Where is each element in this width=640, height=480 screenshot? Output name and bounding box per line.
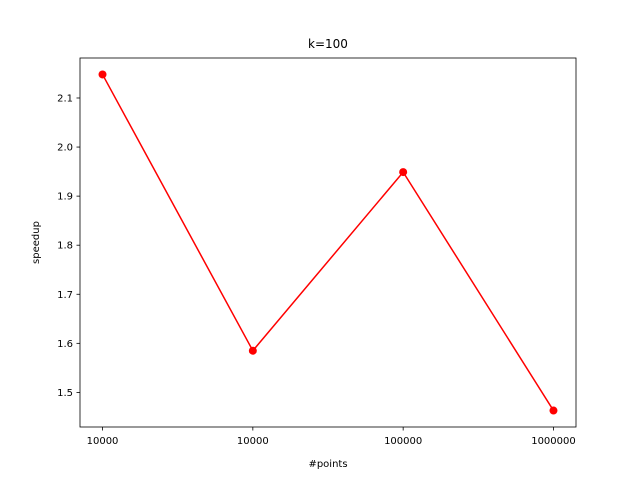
y-axis-ticks: 1.5 1.6 1.7 1.8 1.9 2.0 2.1 bbox=[57, 93, 80, 399]
plot-frame bbox=[79, 57, 577, 428]
x-axis-ticks: 10000 10000 100000 1000000 bbox=[87, 427, 576, 447]
data-point bbox=[399, 168, 408, 177]
x-tick-label: 10000 bbox=[87, 436, 119, 447]
y-tick-label: 1.7 bbox=[57, 290, 73, 301]
chart-title: k=100 bbox=[308, 37, 348, 51]
data-point bbox=[549, 406, 558, 415]
y-tick-label: 2.0 bbox=[57, 143, 73, 154]
y-tick-label: 1.8 bbox=[57, 241, 73, 252]
y-tick-label: 2.1 bbox=[57, 93, 73, 104]
x-tick-label: 10000 bbox=[237, 436, 269, 447]
data-point bbox=[248, 346, 257, 355]
x-axis-label: #points bbox=[308, 459, 347, 470]
data-point bbox=[98, 70, 107, 79]
y-tick-label: 1.6 bbox=[57, 339, 73, 350]
y-tick-label: 1.5 bbox=[57, 388, 73, 399]
y-tick-label: 1.9 bbox=[57, 192, 73, 203]
plot-series bbox=[98, 70, 558, 415]
series-line bbox=[101, 74, 555, 411]
y-axis-label: speedup bbox=[31, 221, 42, 264]
x-tick-label: 1000000 bbox=[531, 436, 576, 447]
x-tick-label: 100000 bbox=[384, 436, 422, 447]
